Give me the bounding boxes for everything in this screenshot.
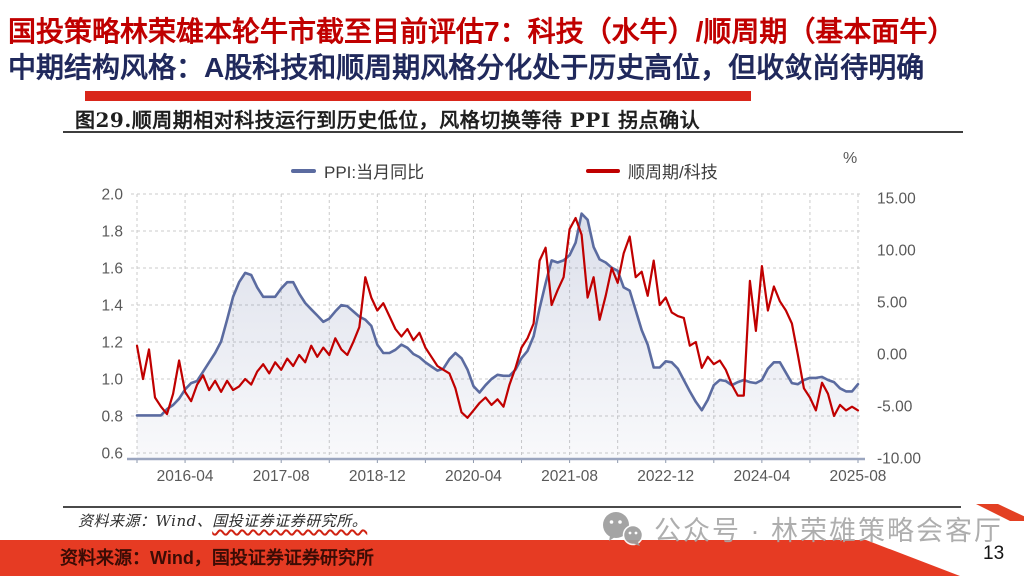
figure-bottom-rule [63, 506, 961, 508]
ratio-line-swatch [586, 168, 620, 173]
svg-text:1.2: 1.2 [101, 335, 123, 352]
svg-text:10.00: 10.00 [877, 243, 916, 260]
svg-text:5.00: 5.00 [877, 295, 908, 312]
svg-text:15.00: 15.00 [877, 191, 916, 208]
title-underline-rule [85, 91, 751, 101]
figure-source-underlined: 国投证券证券研究所。 [212, 512, 368, 530]
figure-source: 资料来源：Wind、国投证券证券研究所。 [78, 510, 367, 531]
svg-text:2021-08: 2021-08 [541, 468, 598, 485]
svg-text:-10.00: -10.00 [877, 451, 921, 468]
slide-title-line1: 国投策略林荣雄本轮牛市截至目前评估7：科技（水牛）/顺周期（基本面牛） [8, 16, 956, 47]
svg-text:2020-04: 2020-04 [445, 468, 502, 485]
svg-text:1.8: 1.8 [101, 224, 123, 241]
bottom-source-text: 资料来源：Wind，国投证券证券研究所 [60, 548, 374, 568]
svg-text:0.00: 0.00 [877, 347, 908, 364]
svg-text:2024-04: 2024-04 [733, 468, 790, 485]
ppi-line-swatch [291, 168, 316, 173]
figure-title-rule [63, 131, 963, 133]
svg-text:0.8: 0.8 [101, 409, 123, 426]
watermark-text: 公众号 · 林荣雄策略会客厅 [654, 516, 1003, 546]
svg-text:2022-12: 2022-12 [637, 468, 694, 485]
legend-item-ratio: 顺周期/科技 [586, 158, 718, 183]
figure-title: 图29.顺周期相对科技运行到历史低位，风格切换等待 PPI 拐点确认 [75, 108, 701, 132]
svg-text:1.4: 1.4 [101, 298, 123, 315]
svg-text:0.6: 0.6 [101, 446, 123, 463]
svg-text:1.6: 1.6 [101, 261, 123, 278]
svg-text:1.0: 1.0 [101, 372, 123, 389]
legend-label-ppi: PPI:当月同比 [324, 163, 425, 182]
figure-source-prefix: 资料来源：Wind、 [78, 512, 213, 530]
svg-text:2018-12: 2018-12 [349, 468, 406, 485]
svg-text:2017-08: 2017-08 [253, 468, 310, 485]
svg-text:2.0: 2.0 [101, 187, 123, 204]
ppi-vs-cyclical-tech-chart: 2.0 1.8 1.6 1.4 1.2 1.0 0.8 0.6 15.00 10.00 5.00 0.… [101, 187, 921, 486]
wechat-icon [603, 511, 644, 546]
legend-label-ratio: 顺周期/科技 [628, 163, 718, 182]
svg-text:2016-04: 2016-04 [157, 468, 214, 485]
svg-text:-5.00: -5.00 [877, 399, 913, 416]
bottom-source-bar: 资料来源：Wind，国投证券证券研究所 [0, 540, 960, 576]
slide-title-line2: 中期结构风格：A股科技和顺周期风格分化处于历史高位，但收敛尚待明确 [8, 52, 925, 83]
page-number: 13 [983, 543, 1005, 564]
watermark: 公众号 · 林荣雄策略会客厅 [600, 509, 1003, 548]
right-axis-unit: % [843, 150, 858, 167]
slide-title: 国投策略林荣雄本轮牛市截至目前评估7：科技（水牛）/顺周期（基本面牛） 中期结构… [8, 14, 1018, 86]
svg-text:2025-08: 2025-08 [830, 468, 887, 485]
legend-item-ppi: PPI:当月同比 [291, 158, 424, 183]
